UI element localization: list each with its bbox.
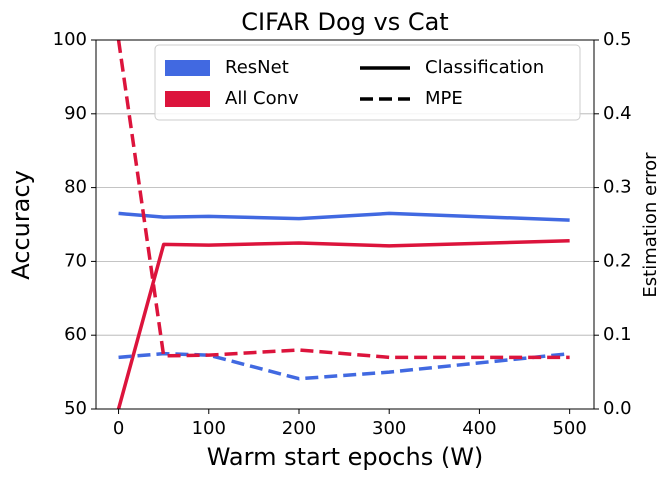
- x-tick-label: 500: [552, 418, 586, 439]
- legend-label: ResNet: [225, 57, 289, 78]
- legend-label: All Conv: [225, 88, 299, 109]
- y2-axis-label: Estimation error: [640, 152, 661, 298]
- x-tick-label: 400: [462, 418, 496, 439]
- x-tick-label: 100: [192, 418, 226, 439]
- series-line: [116, 238, 570, 410]
- series-line: [116, 39, 570, 360]
- y2-tick-label: 0.1: [603, 324, 632, 345]
- series-line: [118, 351, 570, 381]
- y2-tick-label: 0.3: [603, 177, 632, 198]
- y-tick-label: 70: [64, 250, 87, 271]
- legend-box: [154, 44, 581, 121]
- y2-tick-label: 0.5: [603, 29, 632, 50]
- y-axis-label: Accuracy: [7, 170, 35, 280]
- legend-swatch: [165, 91, 210, 107]
- y2-tick-label: 0.2: [603, 250, 632, 271]
- y-tick-label: 50: [64, 398, 87, 419]
- legend-label: Classification: [425, 57, 544, 78]
- x-tick-label: 0: [113, 418, 124, 439]
- x-tick-label: 200: [282, 418, 316, 439]
- y-tick-label: 60: [64, 324, 87, 345]
- y-tick-label: 80: [64, 177, 87, 198]
- x-axis-label: Warm start epochs (W): [207, 443, 484, 471]
- x-tick-label: 300: [372, 418, 406, 439]
- legend-swatch: [165, 60, 210, 76]
- y2-tick-label: 0.4: [603, 103, 632, 124]
- plot-frame: [95, 39, 595, 410]
- y-tick-label: 90: [64, 103, 87, 124]
- series-line: [118, 211, 570, 222]
- y2-tick-label: 0.0: [603, 398, 632, 419]
- y-tick-label: 100: [53, 29, 87, 50]
- legend-label: MPE: [425, 88, 463, 109]
- chart-title: CIFAR Dog vs Cat: [241, 8, 448, 36]
